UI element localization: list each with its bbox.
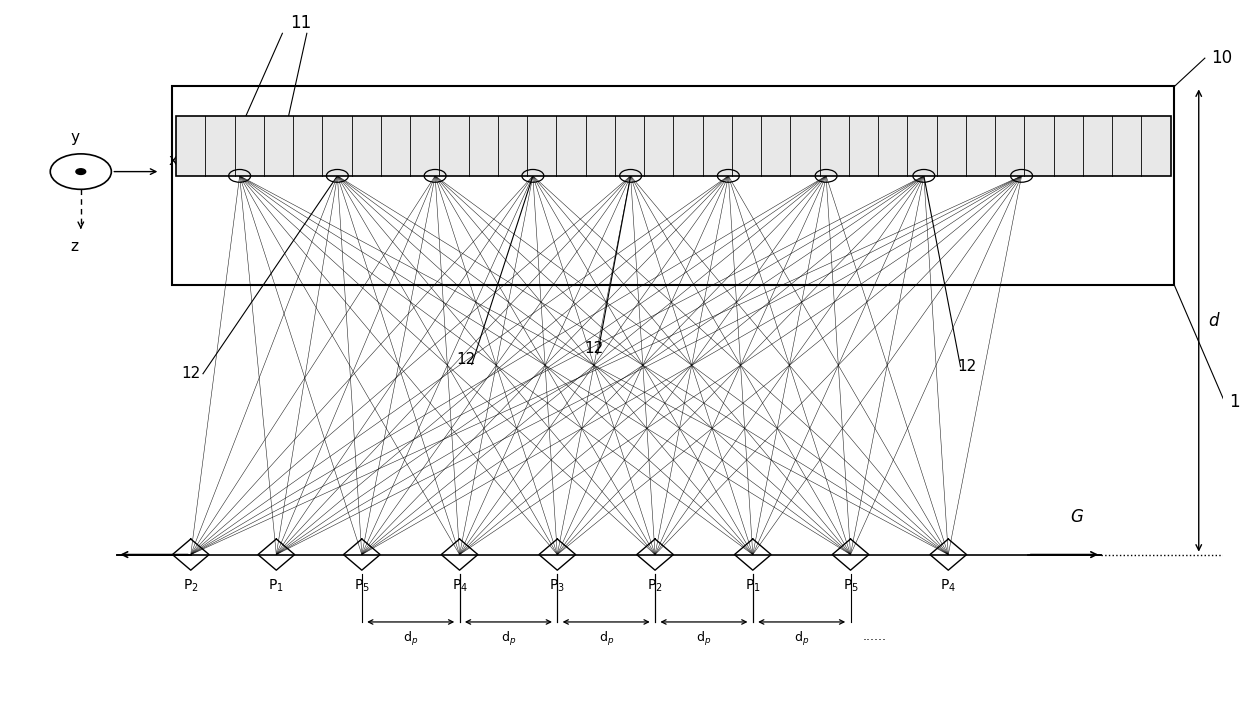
Text: z: z — [71, 239, 78, 254]
Text: G: G — [1070, 508, 1084, 526]
Text: d$_p$: d$_p$ — [599, 630, 614, 649]
Text: 12: 12 — [456, 352, 475, 367]
Circle shape — [76, 169, 86, 174]
Text: P$_1$: P$_1$ — [745, 577, 760, 594]
Text: P$_4$: P$_4$ — [940, 577, 956, 594]
Text: d: d — [1209, 312, 1219, 330]
Text: P$_1$: P$_1$ — [268, 577, 284, 594]
Text: d$_p$: d$_p$ — [697, 630, 712, 649]
Text: P$_5$: P$_5$ — [842, 577, 858, 594]
Text: P$_3$: P$_3$ — [549, 577, 565, 594]
Text: d$_p$: d$_p$ — [501, 630, 516, 649]
Text: P$_5$: P$_5$ — [353, 577, 370, 594]
Text: 11: 11 — [290, 14, 311, 31]
Text: ......: ...... — [863, 630, 887, 644]
Text: 1: 1 — [1229, 393, 1240, 411]
Text: y: y — [71, 130, 79, 145]
Text: x: x — [169, 153, 177, 168]
Text: 12: 12 — [957, 359, 976, 374]
Text: P$_2$: P$_2$ — [647, 577, 663, 594]
Text: d$_p$: d$_p$ — [403, 630, 418, 649]
Text: 12: 12 — [181, 366, 201, 381]
Text: 12: 12 — [584, 342, 604, 357]
Text: P$_2$: P$_2$ — [184, 577, 198, 594]
Text: 10: 10 — [1211, 49, 1233, 67]
Bar — [176, 116, 1171, 176]
Bar — [172, 86, 1174, 285]
Text: d$_p$: d$_p$ — [794, 630, 810, 649]
Text: P$_4$: P$_4$ — [451, 577, 467, 594]
